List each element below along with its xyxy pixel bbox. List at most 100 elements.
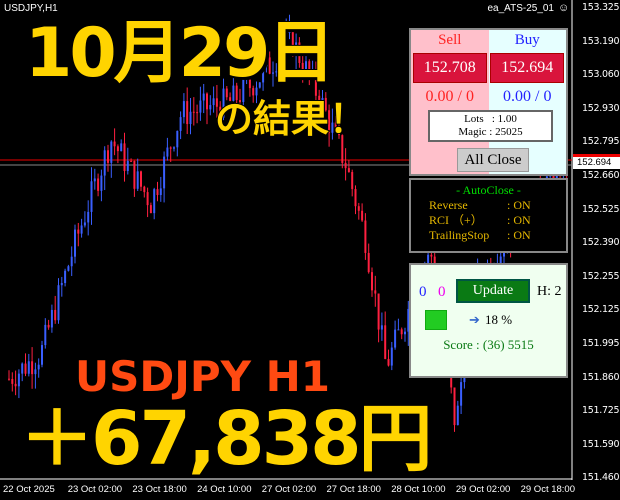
candle-body	[328, 110, 331, 133]
candle-body	[64, 270, 67, 284]
candle-body	[387, 358, 390, 366]
candle-body	[456, 405, 459, 426]
candle-body	[222, 88, 225, 118]
candle-body	[130, 160, 133, 162]
price-tick: 152.125	[582, 304, 620, 316]
sell-label: Sell	[438, 32, 462, 48]
candle-body	[235, 85, 238, 101]
h-value: H: 2	[537, 284, 562, 299]
candle-body	[301, 62, 304, 74]
candle-body	[225, 88, 228, 98]
candle-body	[400, 329, 403, 335]
candle-body	[265, 57, 268, 67]
candle-body	[380, 325, 383, 330]
candle-body	[331, 122, 334, 133]
candle-body	[275, 71, 278, 73]
candle-body	[24, 363, 27, 374]
candle-body	[163, 156, 166, 189]
candle-body	[272, 72, 274, 74]
candle-body	[219, 106, 222, 118]
candle-body	[146, 192, 149, 206]
candle-body	[156, 189, 159, 196]
time-tick: 22 Oct 2025	[3, 484, 55, 495]
candle-body	[430, 254, 433, 257]
candle-body	[206, 93, 208, 110]
autoclose-title: - AutoClose -	[456, 183, 521, 197]
candle-body	[149, 205, 152, 214]
trade-panel: Sell 152.708 0.00 / 0 Buy 152.694 0.00 /…	[409, 28, 568, 176]
candle-body	[80, 225, 83, 234]
candle-body	[344, 162, 347, 169]
candle-body	[143, 186, 146, 193]
price-tick: 152.525	[582, 203, 620, 215]
candle-body	[298, 42, 301, 63]
percent-value: 18 %	[485, 312, 513, 327]
magic-value: Magic : 25025	[458, 126, 523, 138]
candle-body	[107, 150, 109, 163]
sell-button[interactable]: 152.708	[412, 53, 487, 83]
candle-body	[338, 127, 340, 136]
buy-label: Buy	[514, 32, 540, 48]
candle-body	[77, 229, 80, 234]
time-tick: 24 Oct 10:00	[197, 484, 252, 495]
candle-body	[67, 266, 70, 271]
candle-body	[54, 309, 57, 321]
candle-body	[116, 146, 119, 152]
time-tick: 23 Oct 02:00	[67, 484, 123, 495]
candle-body	[182, 101, 185, 118]
candle-body	[384, 325, 387, 359]
candle-body	[407, 308, 410, 332]
candle-body	[258, 82, 261, 88]
time-tick: 27 Oct 18:00	[326, 484, 381, 495]
candle-body	[404, 331, 406, 335]
candle-body	[394, 329, 397, 348]
candle-body	[427, 254, 430, 270]
candle-body	[361, 210, 364, 221]
overlay-date: 10月29日	[24, 14, 336, 93]
candle-body	[173, 147, 175, 149]
buy-button[interactable]: 152.694	[490, 53, 565, 83]
price-tick: 152.660	[582, 170, 620, 181]
candle-body	[397, 329, 400, 331]
update-button[interactable]: Update	[456, 279, 530, 303]
candle-body	[120, 143, 123, 152]
time-tick: 28 Oct 10:00	[391, 484, 446, 495]
candle-body	[314, 69, 317, 96]
candle-body	[83, 222, 86, 226]
candle-body	[192, 111, 195, 113]
smiley-icon: ☺	[558, 2, 570, 14]
candle-body	[503, 252, 505, 257]
price-tick: 151.860	[582, 371, 620, 383]
price-tick: 152.795	[582, 136, 620, 148]
candle-body	[248, 78, 251, 89]
candle-body	[215, 98, 218, 107]
candle-body	[199, 100, 202, 113]
candle-body	[70, 256, 73, 267]
all-close-button[interactable]: All Close	[457, 148, 529, 172]
candle-body	[229, 97, 232, 101]
overlay-profit: ＋67,838円	[19, 396, 434, 482]
candle-body	[374, 290, 377, 294]
candle-body	[100, 175, 103, 191]
candle-body	[93, 178, 96, 182]
candle-body	[499, 256, 502, 269]
candle-body	[57, 285, 60, 321]
candle-body	[321, 97, 324, 110]
stats-panel: 0 0 Update H: 2 ➔ 18 % Score : (36) 5515	[409, 263, 568, 378]
ea-name: ea_ATS-25_01	[487, 3, 554, 14]
candle-body	[176, 130, 179, 148]
autoclose-panel: - AutoClose - Reverse: ON RCI （+）: ON Tr…	[409, 178, 568, 253]
candle-body	[34, 369, 37, 375]
candle-body	[357, 206, 360, 211]
candle-body	[311, 69, 314, 75]
candle-body	[262, 66, 265, 83]
price-tick: 151.590	[582, 438, 620, 450]
candle-body	[212, 98, 215, 106]
candle-body	[110, 141, 113, 163]
candle-body	[60, 283, 63, 286]
candle-body	[351, 172, 354, 190]
candle-body	[153, 189, 156, 214]
lots-value: Lots : 1.00	[464, 113, 517, 125]
candle-body	[44, 324, 47, 346]
candle-body	[103, 150, 106, 176]
